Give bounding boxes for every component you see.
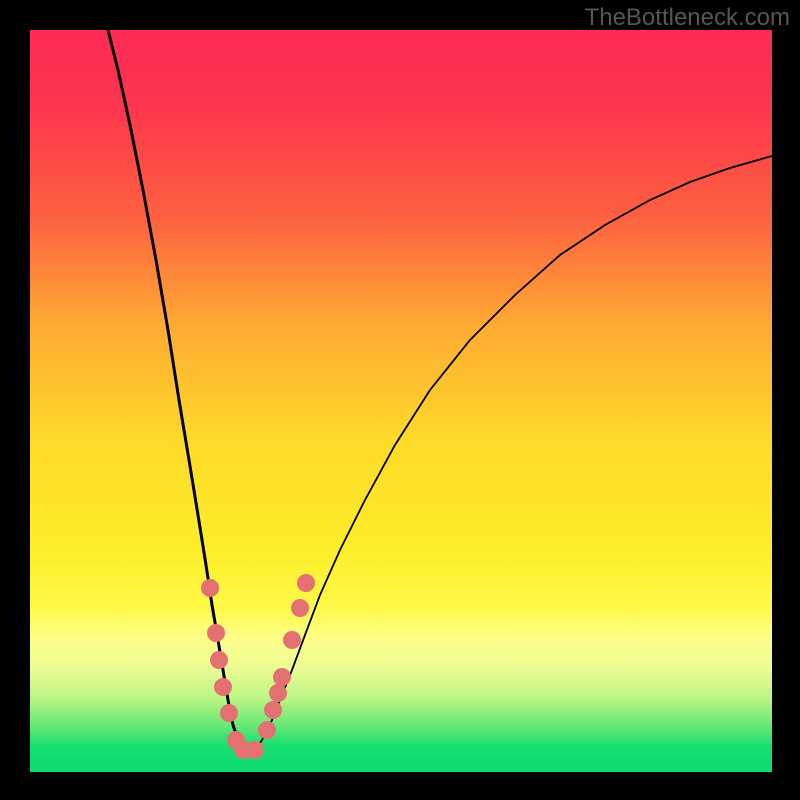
data-marker bbox=[246, 741, 264, 759]
data-marker bbox=[264, 701, 282, 719]
plot-area bbox=[30, 30, 772, 772]
data-marker bbox=[210, 651, 228, 669]
data-marker bbox=[283, 631, 301, 649]
marker-group bbox=[201, 574, 315, 759]
curve-left-branch bbox=[108, 30, 248, 755]
data-marker bbox=[291, 599, 309, 617]
bottleneck-curve-svg bbox=[30, 30, 772, 772]
chart-container: TheBottleneck.com bbox=[0, 0, 800, 800]
watermark-text: TheBottleneck.com bbox=[585, 4, 790, 32]
data-marker bbox=[214, 678, 232, 696]
data-marker bbox=[297, 574, 315, 592]
data-marker bbox=[207, 624, 225, 642]
data-marker bbox=[273, 668, 291, 686]
data-marker bbox=[201, 579, 219, 597]
curve-right-branch bbox=[248, 156, 772, 755]
data-marker bbox=[269, 684, 287, 702]
data-marker bbox=[220, 704, 238, 722]
data-marker bbox=[258, 721, 276, 739]
